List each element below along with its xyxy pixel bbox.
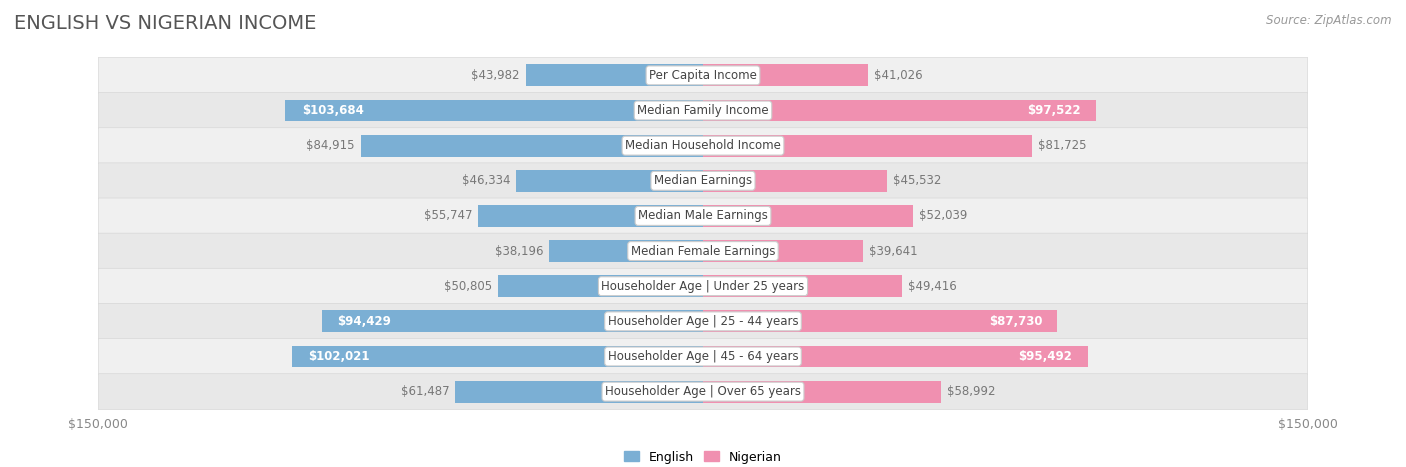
Text: $52,039: $52,039 — [918, 209, 967, 222]
Bar — [456, 381, 703, 403]
FancyBboxPatch shape — [98, 233, 1308, 269]
Bar — [703, 64, 869, 86]
Bar — [703, 311, 1056, 332]
Text: $102,021: $102,021 — [308, 350, 370, 363]
Bar — [703, 205, 912, 227]
FancyBboxPatch shape — [98, 339, 1308, 375]
Text: $45,532: $45,532 — [893, 174, 941, 187]
Text: $43,982: $43,982 — [471, 69, 520, 82]
Text: Householder Age | Over 65 years: Householder Age | Over 65 years — [605, 385, 801, 398]
FancyBboxPatch shape — [98, 128, 1308, 163]
FancyBboxPatch shape — [98, 163, 1308, 199]
FancyBboxPatch shape — [98, 92, 1308, 128]
Text: Median Female Earnings: Median Female Earnings — [631, 245, 775, 258]
Bar — [703, 170, 887, 191]
Bar — [703, 240, 863, 262]
Text: $94,429: $94,429 — [337, 315, 391, 328]
Bar — [285, 99, 703, 121]
Legend: English, Nigerian: English, Nigerian — [619, 446, 787, 467]
Text: $41,026: $41,026 — [875, 69, 922, 82]
Bar — [703, 99, 1097, 121]
FancyBboxPatch shape — [98, 57, 1308, 93]
Text: $49,416: $49,416 — [908, 280, 957, 293]
Bar — [478, 205, 703, 227]
Text: Median Household Income: Median Household Income — [626, 139, 780, 152]
Bar — [703, 276, 903, 297]
Bar — [703, 381, 941, 403]
FancyBboxPatch shape — [98, 304, 1308, 339]
Bar — [292, 346, 703, 368]
Text: Source: ZipAtlas.com: Source: ZipAtlas.com — [1267, 14, 1392, 27]
Bar — [322, 311, 703, 332]
Bar — [498, 276, 703, 297]
Text: Median Family Income: Median Family Income — [637, 104, 769, 117]
Bar — [703, 346, 1088, 368]
Text: Householder Age | Under 25 years: Householder Age | Under 25 years — [602, 280, 804, 293]
Bar — [516, 170, 703, 191]
Bar — [703, 135, 1032, 156]
Text: $81,725: $81,725 — [1039, 139, 1087, 152]
Text: Median Earnings: Median Earnings — [654, 174, 752, 187]
FancyBboxPatch shape — [98, 374, 1308, 410]
Text: $84,915: $84,915 — [307, 139, 354, 152]
Text: $46,334: $46,334 — [461, 174, 510, 187]
Text: $58,992: $58,992 — [946, 385, 995, 398]
Text: $103,684: $103,684 — [302, 104, 364, 117]
Text: $61,487: $61,487 — [401, 385, 449, 398]
Text: $50,805: $50,805 — [444, 280, 492, 293]
Text: ENGLISH VS NIGERIAN INCOME: ENGLISH VS NIGERIAN INCOME — [14, 14, 316, 33]
FancyBboxPatch shape — [98, 268, 1308, 304]
Text: $55,747: $55,747 — [423, 209, 472, 222]
Text: $87,730: $87,730 — [988, 315, 1042, 328]
Bar — [361, 135, 703, 156]
Text: $95,492: $95,492 — [1018, 350, 1073, 363]
Text: Householder Age | 25 - 44 years: Householder Age | 25 - 44 years — [607, 315, 799, 328]
Text: $97,522: $97,522 — [1026, 104, 1080, 117]
Text: Per Capita Income: Per Capita Income — [650, 69, 756, 82]
Text: Householder Age | 45 - 64 years: Householder Age | 45 - 64 years — [607, 350, 799, 363]
Text: Median Male Earnings: Median Male Earnings — [638, 209, 768, 222]
FancyBboxPatch shape — [98, 198, 1308, 234]
Text: $39,641: $39,641 — [869, 245, 918, 258]
Text: $38,196: $38,196 — [495, 245, 543, 258]
Bar — [550, 240, 703, 262]
Bar — [526, 64, 703, 86]
